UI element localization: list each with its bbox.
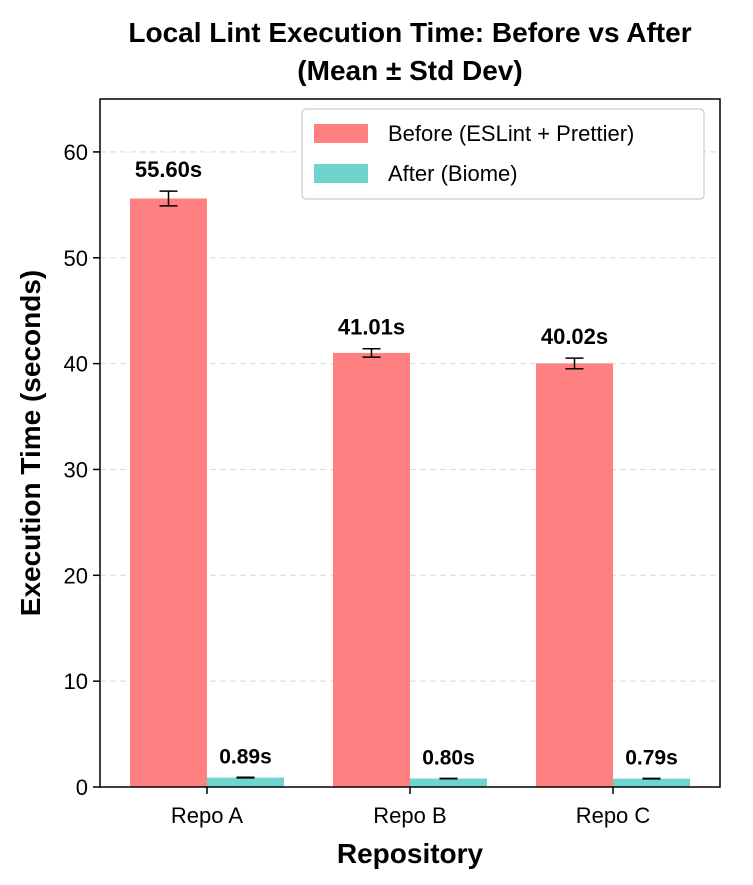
x-axis-ticks: Repo A Repo B Repo C xyxy=(171,787,650,828)
data-label: 40.02s xyxy=(541,324,608,349)
y-tick-label: 40 xyxy=(64,352,88,377)
x-tick-label: Repo C xyxy=(576,803,651,828)
data-label: 0.79s xyxy=(625,746,678,769)
y-tick-label: 50 xyxy=(64,246,88,271)
bar-after xyxy=(613,778,690,787)
data-label: 55.60s xyxy=(135,157,202,182)
bar-before xyxy=(333,352,410,787)
data-labels: 55.60s 0.89s 41.01s 0.80s 40.02s 0.79s xyxy=(135,157,678,769)
legend-label-after: After (Biome) xyxy=(388,161,518,186)
bars xyxy=(130,198,690,788)
data-label: 0.80s xyxy=(422,746,475,769)
bar-before xyxy=(536,363,613,787)
chart-subtitle: (Mean ± Std Dev) xyxy=(297,55,522,86)
bar-after xyxy=(410,778,487,787)
y-axis-label: Execution Time (seconds) xyxy=(15,270,46,616)
data-label: 0.89s xyxy=(219,745,272,768)
y-tick-label: 60 xyxy=(64,140,88,165)
data-label: 41.01s xyxy=(338,315,405,340)
legend-swatch-after xyxy=(314,164,368,183)
bar-before xyxy=(130,198,207,788)
y-tick-label: 10 xyxy=(64,669,88,694)
y-tick-label: 30 xyxy=(64,457,88,482)
x-axis-label: Repository xyxy=(337,838,484,869)
x-tick-label: Repo A xyxy=(171,803,243,828)
legend-label-before: Before (ESLint + Prettier) xyxy=(388,121,634,146)
y-tick-label: 20 xyxy=(64,563,88,588)
bar-after xyxy=(207,777,284,787)
y-axis-ticks: 0 10 20 30 40 50 60 xyxy=(64,140,100,800)
legend: Before (ESLint + Prettier) After (Biome) xyxy=(301,108,705,200)
chart-title: Local Lint Execution Time: Before vs Aft… xyxy=(128,17,691,48)
error-bars xyxy=(159,190,661,780)
legend-box xyxy=(301,108,705,200)
legend-swatch-before xyxy=(314,124,368,143)
y-tick-label: 0 xyxy=(76,775,88,800)
x-tick-label: Repo B xyxy=(373,803,446,828)
